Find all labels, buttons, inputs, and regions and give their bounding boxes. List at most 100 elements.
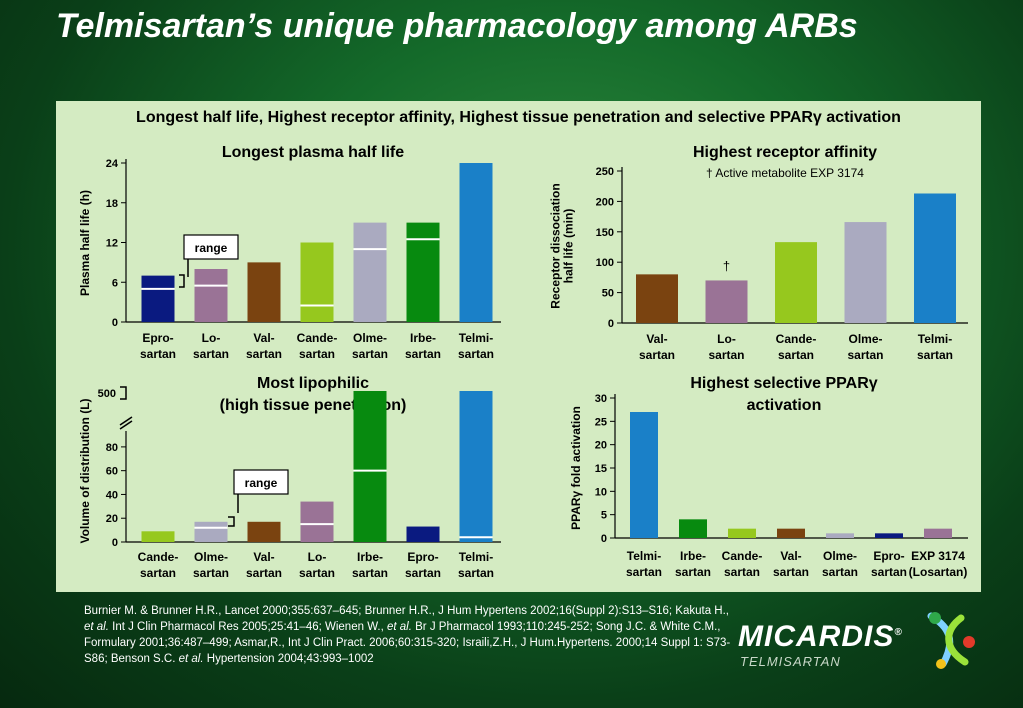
x-tick-label: sartan xyxy=(847,348,883,362)
charts-canvas: Longest plasma half life Plasma half life… xyxy=(78,144,968,580)
x-tick-label: Val- xyxy=(646,332,667,346)
slide-title: Telmisartan’s unique pharmacology among … xyxy=(56,7,858,45)
bar xyxy=(300,242,334,322)
bar xyxy=(875,533,903,538)
y-tick-label: 30 xyxy=(595,393,607,405)
x-tick-label: Cande- xyxy=(297,331,338,345)
y-tick-label: 25 xyxy=(595,416,607,428)
x-tick-label: Epro- xyxy=(873,549,904,563)
x-tick-label: sartan xyxy=(773,565,809,579)
reference-text: Burnier M. & Brunner H.R., Lancet 2000;3… xyxy=(84,605,729,617)
x-tick-label: Olme- xyxy=(823,549,857,563)
chart-panel: Longest half life, Highest receptor affi… xyxy=(56,101,981,592)
x-tick-label: sartan xyxy=(193,566,229,580)
x-tick-label: Val- xyxy=(780,549,801,563)
bar xyxy=(679,519,707,538)
y-tick-label: 6 xyxy=(112,277,118,289)
x-tick-label: (Losartan) xyxy=(909,565,968,579)
chart-title: activation xyxy=(747,397,822,414)
bar xyxy=(194,521,228,542)
bar xyxy=(924,528,952,538)
y-tick-break-bracket xyxy=(120,386,127,400)
logo-wordmark: MICARDIS® xyxy=(738,620,903,654)
bar xyxy=(300,501,334,542)
chart-title: Highest receptor affinity xyxy=(693,144,877,161)
x-tick-label: sartan xyxy=(246,566,282,580)
x-tick-label: Lo- xyxy=(202,331,221,345)
y-tick-label: 24 xyxy=(106,158,119,170)
reference-et-al: et al. xyxy=(387,621,412,633)
x-tick-label: Cande- xyxy=(722,549,763,563)
axis-break-mark xyxy=(119,420,133,430)
x-tick-label: sartan xyxy=(352,347,388,361)
x-tick-label: Telmi- xyxy=(459,550,493,564)
bar xyxy=(636,274,678,323)
bar xyxy=(353,391,387,542)
reference-text: Int J Clin Pharmacol Res 2005;25:41–46; … xyxy=(108,621,387,633)
x-tick-label: Cande- xyxy=(138,550,179,564)
x-tick-label: Irbe- xyxy=(680,549,706,563)
y-tick-label: 500 xyxy=(98,388,116,400)
y-tick-label: 15 xyxy=(595,463,607,475)
x-tick-label: EXP 3174 xyxy=(911,549,965,563)
logo-registered: ® xyxy=(894,627,903,638)
y-tick-label: 0 xyxy=(112,317,118,329)
x-tick-label: Epro- xyxy=(142,331,173,345)
x-tick-label: sartan xyxy=(724,565,760,579)
x-tick-label: Olme- xyxy=(194,550,228,564)
logo-word: MICARDIS xyxy=(738,620,895,653)
x-tick-label: Telmi- xyxy=(918,332,952,346)
bar xyxy=(630,412,658,538)
x-tick-label: sartan xyxy=(708,348,744,362)
x-tick-label: sartan xyxy=(246,347,282,361)
x-tick-label: Lo- xyxy=(717,332,736,346)
y-tick-label: 20 xyxy=(595,440,607,452)
x-tick-label: Olme- xyxy=(848,332,882,346)
x-tick-label: sartan xyxy=(352,566,388,580)
range-annotation-label: range xyxy=(245,476,278,490)
y-tick-label: 10 xyxy=(595,486,607,498)
y-tick-label: 150 xyxy=(596,227,614,239)
range-annotation-box xyxy=(233,469,289,495)
y-tick-label: 60 xyxy=(106,466,118,478)
bar xyxy=(777,528,805,538)
y-tick-label: 12 xyxy=(106,238,118,250)
logo-molecule-icon xyxy=(927,612,975,669)
y-tick-label: 80 xyxy=(106,442,118,454)
chart-title: Longest plasma half life xyxy=(222,144,404,161)
bar xyxy=(247,262,281,322)
y-tick-label: 5 xyxy=(601,510,607,522)
micardis-logo: MICARDIS® TELMISARTAN xyxy=(736,608,996,678)
y-tick-label: 250 xyxy=(596,166,614,178)
x-tick-label: sartan xyxy=(140,347,176,361)
y-tick-label: 20 xyxy=(106,513,118,525)
range-bracket xyxy=(228,516,235,527)
reference-et-al: et al. xyxy=(178,653,204,665)
x-tick-label: Epro- xyxy=(407,550,438,564)
bar xyxy=(406,526,440,542)
x-tick-label: Irbe- xyxy=(357,550,383,564)
x-tick-label: Telmi- xyxy=(627,549,661,563)
x-tick-label: sartan xyxy=(193,347,229,361)
reference-text: Br J Pharmacol 1993;110:245-252; Song J.… xyxy=(84,621,731,665)
y-axis-label: Volume of distribution (L) xyxy=(78,398,92,543)
x-tick-label: Cande- xyxy=(776,332,817,346)
bar xyxy=(705,280,748,323)
bar xyxy=(353,222,387,322)
range-annotation-label: range xyxy=(195,241,228,255)
x-tick-label: sartan xyxy=(639,348,675,362)
bar xyxy=(194,269,228,322)
y-tick-label: 0 xyxy=(608,318,614,330)
x-tick-label: sartan xyxy=(458,347,494,361)
x-tick-label: sartan xyxy=(626,565,662,579)
x-tick-label: Val- xyxy=(253,331,274,345)
x-tick-label: sartan xyxy=(778,348,814,362)
chart-subtitle: † Active metabolite EXP 3174 xyxy=(706,166,864,180)
reference-text: Hypertension 2004;43:993–1002 xyxy=(203,653,374,665)
bar xyxy=(406,222,440,322)
y-tick-label: 18 xyxy=(106,198,118,210)
bar xyxy=(459,163,493,322)
y-tick-label: 100 xyxy=(596,257,614,269)
chart-title: Highest selective PPARγ xyxy=(690,375,877,392)
x-tick-label: Val- xyxy=(253,550,274,564)
